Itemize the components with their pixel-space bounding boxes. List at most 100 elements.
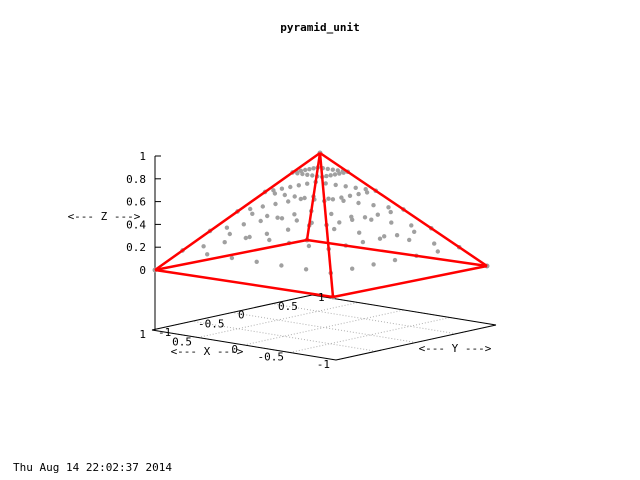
surface-point — [394, 233, 400, 238]
surface-point — [305, 172, 310, 177]
lateral-edge — [305, 152, 322, 241]
surface-point — [279, 216, 285, 221]
surface-point — [288, 184, 293, 190]
surface-point — [260, 204, 265, 209]
surface-point — [341, 198, 346, 203]
x-tick-label: 0.5 — [172, 336, 192, 349]
y-tick-label: -1 — [158, 326, 171, 339]
surface-point — [409, 223, 414, 228]
surface-point — [356, 191, 361, 197]
surface-point — [333, 182, 338, 188]
surface-point — [292, 194, 297, 199]
base-edge — [332, 264, 488, 299]
tick-labels: 0 0.2 0.4 0.6 0.8 1 -1 -0.5 0 0.5 1 -1 -0.5 0 0.5 1 — [126, 150, 330, 371]
surface-point — [227, 231, 232, 237]
z-tick-label: 0.8 — [126, 173, 146, 186]
y-axis-line — [151, 329, 337, 361]
z-axis-label: <--- Z ---> — [68, 210, 141, 223]
surface-point — [282, 192, 287, 198]
base-edge — [154, 238, 308, 272]
surface-point — [339, 195, 344, 200]
surface-point — [326, 196, 331, 201]
surface-point — [371, 203, 376, 208]
x-tick-label: -1 — [317, 358, 330, 371]
x-tick-label: -0.5 — [258, 351, 285, 364]
surface-point — [328, 173, 333, 178]
surface-point — [311, 166, 316, 171]
z-tick-label: 0.4 — [126, 218, 146, 231]
surface-point — [302, 195, 307, 201]
surface-point — [303, 167, 308, 173]
surface-point — [247, 234, 252, 240]
surface-point — [388, 209, 393, 215]
surface-point — [248, 206, 253, 212]
surface-point — [350, 266, 355, 271]
surface-point — [343, 184, 348, 189]
surface-point — [250, 211, 255, 216]
surface-point — [286, 199, 291, 204]
surface-point — [325, 166, 330, 172]
grid-line-y — [271, 303, 457, 335]
grid-line-x — [289, 317, 451, 353]
surface-point — [369, 217, 374, 222]
surface-point — [347, 193, 353, 198]
surface-point — [296, 183, 301, 188]
surface-point — [201, 244, 206, 249]
z-tick-label: 0.6 — [126, 196, 146, 209]
surface-point — [306, 243, 312, 249]
surface-point — [377, 236, 383, 241]
chart-title: pyramid_unit — [280, 21, 359, 34]
surface-point — [241, 222, 246, 227]
y-tick-label: -0.5 — [198, 317, 225, 330]
grid-line-y — [191, 320, 377, 352]
surface-point — [271, 188, 276, 193]
surface-point — [294, 218, 299, 223]
timestamp: Thu Aug 14 22:02:37 2014 — [13, 461, 172, 474]
surface-point — [330, 167, 335, 172]
lateral-edge — [154, 151, 321, 272]
base-edge — [154, 268, 334, 299]
surface-point — [307, 167, 312, 172]
x-axis-line — [335, 324, 497, 361]
surface-point — [254, 259, 259, 264]
surface-point — [353, 185, 358, 190]
x-tick-label: 0 — [231, 343, 238, 356]
surface-point — [279, 186, 285, 191]
surface-point — [265, 213, 270, 219]
lateral-edge — [318, 152, 335, 298]
surface-point — [222, 240, 227, 245]
surface-point — [392, 257, 398, 263]
surface-point — [356, 200, 361, 206]
z-tick-label: 0 — [139, 264, 146, 277]
surface-point — [332, 226, 337, 232]
surface-point — [224, 225, 230, 230]
surface-point — [412, 229, 417, 234]
surface-point — [310, 173, 315, 178]
surface-point — [432, 241, 437, 246]
z-tick-label: 0.2 — [126, 241, 146, 254]
base-edge — [306, 238, 488, 268]
y-tick-label: 0 — [238, 309, 245, 322]
z-tick-label: 1 — [139, 150, 146, 163]
surface-point — [349, 214, 354, 219]
surface-point — [330, 197, 336, 202]
axes — [151, 155, 497, 361]
surface-point — [375, 212, 380, 217]
y-tick-label: 0.5 — [278, 300, 298, 313]
surface-point — [292, 212, 297, 217]
surface-point — [386, 205, 391, 210]
surface-point — [243, 235, 248, 241]
surface-point — [382, 234, 387, 239]
surface-point — [275, 215, 280, 220]
lateral-edge — [319, 151, 488, 268]
grid-line-y — [231, 312, 417, 343]
surface-point — [407, 237, 412, 243]
surface-point — [303, 267, 309, 272]
surface-point — [229, 255, 235, 261]
pyramid-edges — [154, 151, 488, 299]
surface-point — [305, 181, 310, 186]
surface-point — [337, 220, 342, 225]
x-tick-label: 1 — [139, 328, 146, 341]
surface-point — [267, 237, 272, 243]
